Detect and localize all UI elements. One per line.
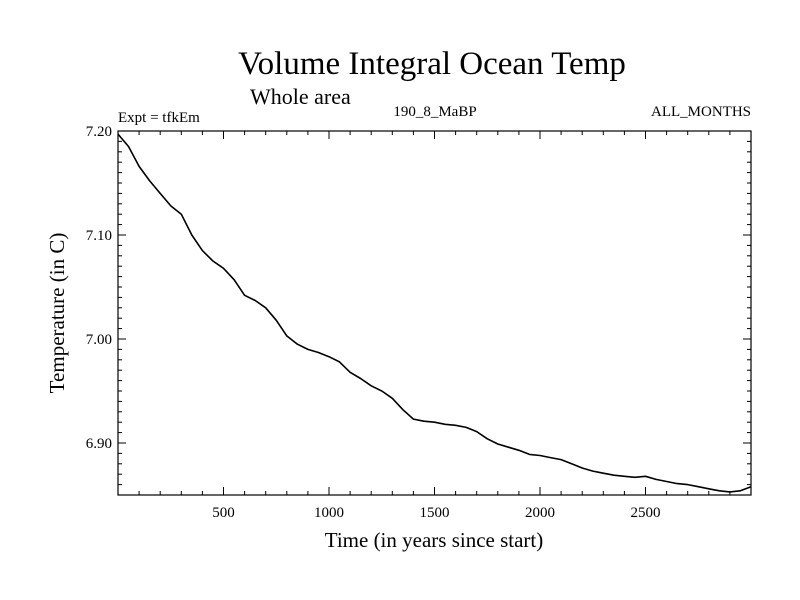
y-tick-label: 7.10: [86, 228, 112, 244]
temperature-series-line: [117, 133, 752, 493]
x-axis-label: Time (in years since start): [325, 528, 544, 552]
chart-subtitle: Whole area: [250, 84, 351, 109]
months-label: ALL_MONTHS: [651, 104, 751, 120]
period-label: 190_8_MaBP: [393, 104, 476, 120]
x-tick-label: 500: [212, 505, 235, 521]
y-tick-labels: 6.90 7.00 7.10 7.20: [86, 124, 112, 452]
y-tick-label: 7.00: [86, 332, 112, 348]
plot-frame: [117, 130, 752, 496]
y-minor-ticks: [118, 130, 751, 496]
y-tick-label: 6.90: [86, 436, 112, 452]
x-tick-label: 1500: [420, 505, 450, 521]
x-minor-ticks: [138, 131, 731, 495]
x-tick-labels: 500 1000 1500 2000 2500: [212, 505, 660, 521]
x-tick-label: 1000: [314, 505, 344, 521]
y-major-ticks: [118, 130, 751, 444]
x-tick-label: 2000: [525, 505, 555, 521]
x-major-ticks: [223, 131, 646, 495]
y-tick-label: 7.20: [86, 124, 112, 140]
x-tick-label: 2500: [631, 505, 661, 521]
experiment-label: Expt = tfkEm: [118, 110, 200, 126]
y-axis-label: Temperature (in C): [45, 233, 69, 394]
chart-title: Volume Integral Ocean Temp: [238, 46, 626, 82]
